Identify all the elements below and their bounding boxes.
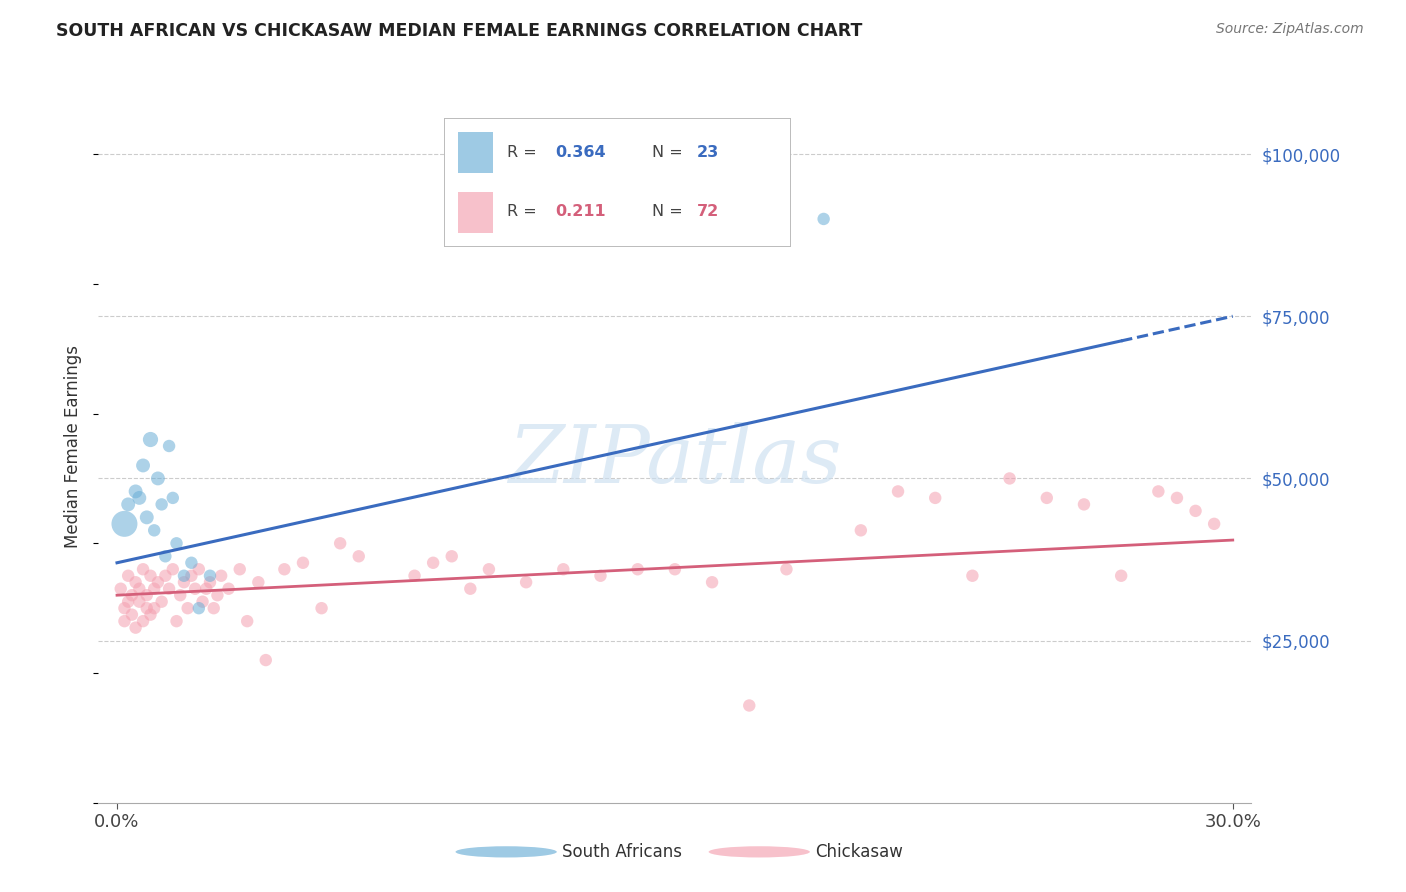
Point [700, 575, 723, 590]
Point [553, 562, 575, 576]
Point [589, 568, 612, 582]
Text: Source: ZipAtlas.com: Source: ZipAtlas.com [1216, 22, 1364, 37]
Point [114, 516, 136, 531]
Point [1184, 504, 1206, 518]
Point [329, 536, 352, 550]
Circle shape [456, 847, 557, 857]
Point [198, 575, 221, 590]
Point [132, 562, 155, 576]
Point [207, 588, 229, 602]
Point [135, 601, 157, 615]
Point [150, 497, 173, 511]
Point [117, 595, 139, 609]
Point [132, 614, 155, 628]
Point [162, 491, 184, 505]
Point [849, 524, 872, 538]
Point [169, 588, 191, 602]
Point [155, 568, 177, 582]
Point [166, 614, 188, 628]
Point [180, 556, 202, 570]
Point [187, 601, 209, 615]
Point [478, 562, 501, 576]
Point [146, 471, 169, 485]
Point [347, 549, 370, 564]
Point [128, 582, 150, 596]
Point [124, 484, 146, 499]
Point [775, 562, 797, 576]
Point [173, 568, 195, 582]
Point [135, 510, 157, 524]
Point [1166, 491, 1188, 505]
Point [1073, 497, 1095, 511]
Point [184, 582, 207, 596]
Text: South Africans: South Africans [562, 843, 682, 861]
Point [195, 582, 218, 596]
Point [114, 601, 136, 615]
Point [146, 575, 169, 590]
Point [150, 595, 173, 609]
Point [139, 433, 162, 447]
Point [404, 568, 426, 582]
Point [143, 601, 166, 615]
Point [157, 439, 180, 453]
Point [117, 497, 139, 511]
Point [229, 562, 252, 576]
Point [187, 562, 209, 576]
Point [176, 601, 198, 615]
Point [962, 568, 984, 582]
Point [132, 458, 155, 473]
Point [191, 595, 214, 609]
Point [924, 491, 946, 505]
Point [143, 524, 166, 538]
Point [1147, 484, 1170, 499]
Point [1204, 516, 1226, 531]
Point [128, 491, 150, 505]
Point [124, 575, 146, 590]
Point [254, 653, 277, 667]
Point [813, 211, 835, 226]
Point [121, 588, 143, 602]
Point [460, 582, 482, 596]
Text: ZIPatlas: ZIPatlas [508, 422, 842, 499]
Point [627, 562, 650, 576]
Text: SOUTH AFRICAN VS CHICKASAW MEDIAN FEMALE EARNINGS CORRELATION CHART: SOUTH AFRICAN VS CHICKASAW MEDIAN FEMALE… [56, 22, 863, 40]
Point [1109, 568, 1132, 582]
Point [198, 568, 221, 582]
Point [128, 595, 150, 609]
Point [515, 575, 537, 590]
Point [124, 621, 146, 635]
Point [887, 484, 910, 499]
Point [738, 698, 761, 713]
Point [180, 568, 202, 582]
Point [166, 536, 188, 550]
Point [247, 575, 270, 590]
Point [139, 568, 162, 582]
Point [273, 562, 295, 576]
Point [664, 562, 686, 576]
Point [117, 568, 139, 582]
Point [291, 556, 314, 570]
Y-axis label: Median Female Earnings: Median Female Earnings [65, 344, 83, 548]
Circle shape [709, 847, 810, 857]
Point [311, 601, 333, 615]
Point [155, 549, 177, 564]
Point [202, 601, 225, 615]
Point [162, 562, 184, 576]
Point [236, 614, 259, 628]
Point [218, 582, 240, 596]
Point [209, 568, 232, 582]
Point [110, 582, 132, 596]
Point [121, 607, 143, 622]
Point [998, 471, 1021, 485]
Point [173, 575, 195, 590]
Point [143, 582, 166, 596]
Point [440, 549, 463, 564]
Point [1036, 491, 1059, 505]
Point [139, 607, 162, 622]
Text: Chickasaw: Chickasaw [815, 843, 903, 861]
Point [114, 614, 136, 628]
Point [422, 556, 444, 570]
Point [135, 588, 157, 602]
Point [157, 582, 180, 596]
